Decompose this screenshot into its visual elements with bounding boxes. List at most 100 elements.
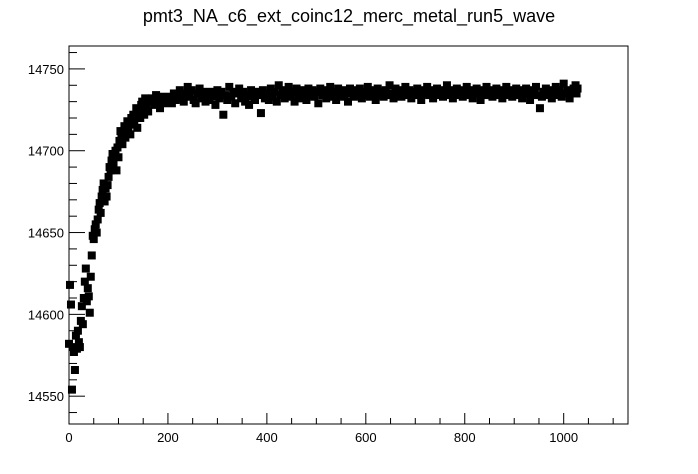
data-point [75,343,84,352]
data-point [531,82,540,91]
data-point [109,159,118,168]
data-point [144,107,153,116]
data-point [268,92,277,101]
data-point [93,215,102,224]
data-point [187,86,196,95]
data-point [92,228,101,237]
data-point [121,133,130,142]
data-point [389,94,398,103]
data-point [572,89,581,98]
data-point [429,94,438,103]
x-tick-label: 800 [454,430,476,445]
data-point [74,338,83,347]
data-point [448,94,457,103]
data-point [215,94,224,103]
data-point [488,92,497,101]
data-point [77,302,86,311]
data-point [385,81,394,90]
x-tick-label: 400 [256,430,278,445]
data-point [442,81,451,90]
data-point [565,94,574,103]
data-point [85,308,94,317]
data-point [340,92,349,101]
data-point [73,326,82,335]
data-point [332,96,341,104]
data-point [112,166,121,175]
data-point [179,97,188,106]
data-point [91,220,100,229]
data-point [84,292,93,301]
data-point [89,235,98,244]
data-point [193,89,202,98]
plot-border [68,45,629,425]
data-point [270,87,279,96]
data-point [209,92,218,101]
data-point [211,100,220,109]
data-point [573,84,582,93]
data-point [344,97,353,106]
data-point [152,91,161,100]
data-point [282,87,291,96]
data-point [537,92,546,101]
data-point [518,94,527,103]
data-point [191,99,200,108]
y-tick-label: 14600 [28,307,64,322]
data-point [83,284,92,293]
data-point [535,104,544,113]
data-point [254,91,263,100]
data-point [522,84,531,93]
data-points [65,79,582,394]
chart-title: pmt3_NA_c6_ext_coinc12_merc_metal_run5_w… [142,6,556,26]
data-point [114,153,123,162]
data-point [65,280,74,289]
data-point [272,97,281,106]
data-point [95,199,104,208]
data-point [70,366,79,374]
data-point [508,92,517,101]
data-point [225,82,234,91]
data-point [387,89,396,98]
data-point [207,87,216,96]
data-point [381,86,390,95]
data-point [498,94,507,103]
data-point [413,84,422,93]
data-point [286,92,295,101]
data-point [175,86,184,95]
data-point [251,96,260,104]
data-point [555,86,564,95]
y-tick-label: 14750 [28,62,64,77]
data-point [300,89,309,98]
data-point [100,197,109,206]
data-point [233,89,242,98]
data-point [417,96,426,104]
y-tick-label: 14700 [28,144,64,159]
data-point [274,81,283,90]
data-point [243,91,252,100]
data-point [371,96,380,104]
data-point [245,100,254,109]
y-tick-label: 14650 [28,226,64,241]
x-tick-label: 0 [65,430,72,445]
data-point [247,86,256,95]
data-point [156,104,165,113]
data-point [284,82,293,91]
data-point [80,277,89,286]
data-point [314,99,323,108]
data-point [472,84,481,93]
data-point [87,251,96,260]
data-point [171,96,180,104]
data-point [397,92,406,101]
y-axis: 14550 14600 14650 14700 14750 [28,52,85,414]
data-point [302,96,311,104]
data-point [103,181,112,190]
data-point [104,172,113,181]
data-point [71,331,80,340]
data-point [82,297,91,306]
data-point [102,192,111,201]
data-point [97,192,106,201]
data-point [322,94,331,103]
data-point [310,92,319,101]
data-point [559,79,568,88]
plot-frame [68,45,629,425]
